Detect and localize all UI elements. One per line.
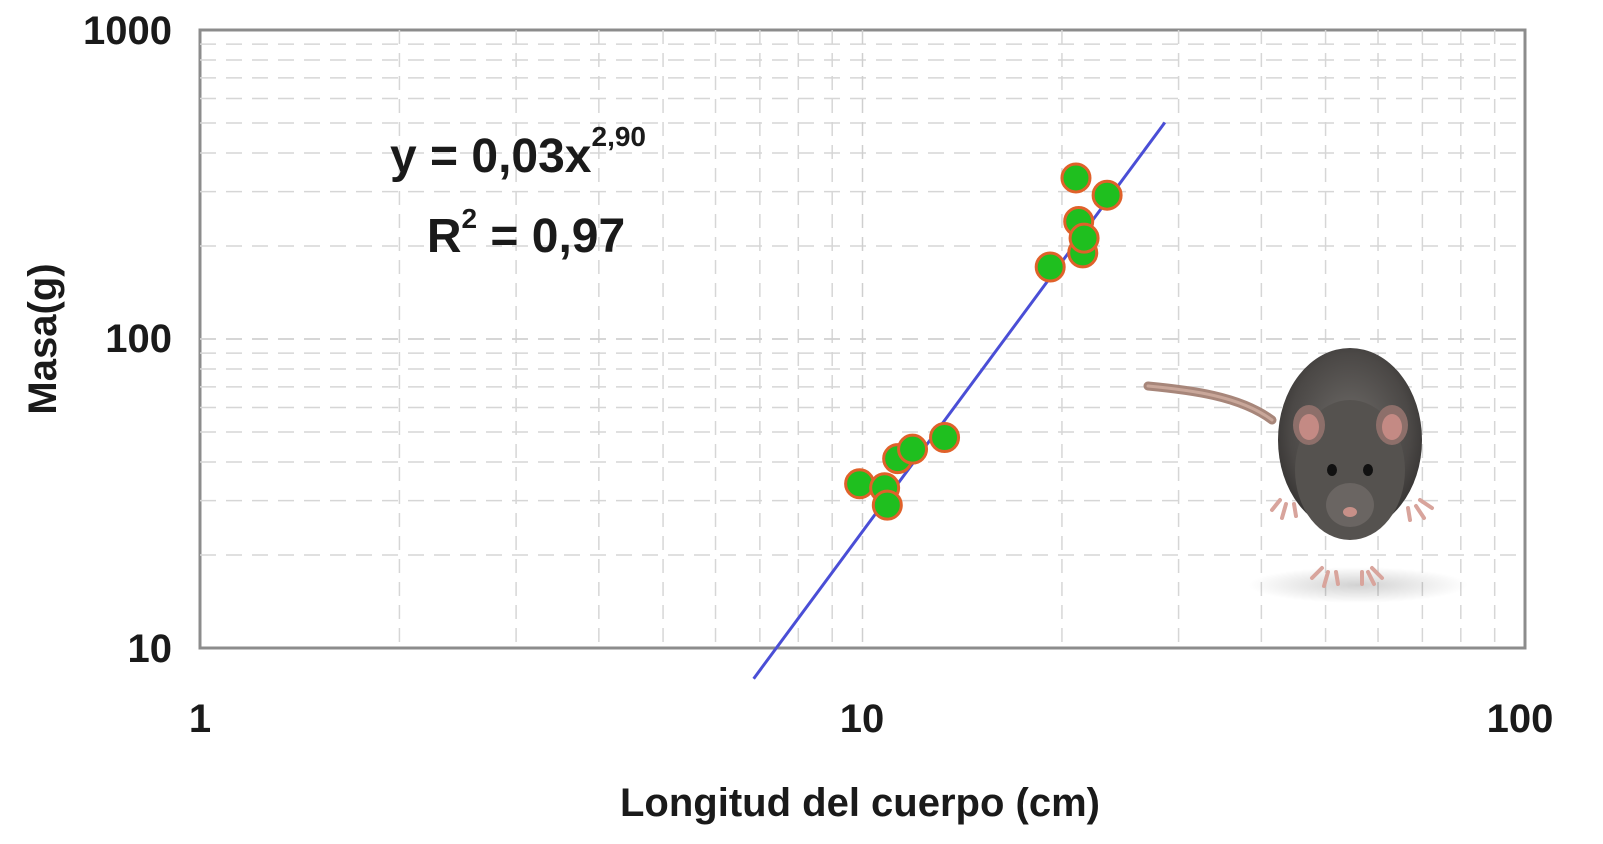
fit-line xyxy=(752,121,1167,680)
data-point xyxy=(929,421,961,453)
r-squared-annotation: R2 = 0,97 xyxy=(427,203,625,263)
grid xyxy=(200,30,1525,648)
x-axis-title: Longitud del cuerpo (cm) xyxy=(620,781,1100,825)
data-point xyxy=(871,489,903,521)
x-tick-label-10: 10 xyxy=(840,697,885,741)
equation-base: y = 0,03x xyxy=(390,130,592,183)
data-point xyxy=(1091,179,1123,211)
x-tick-label-100: 100 xyxy=(1487,697,1554,741)
data-point xyxy=(1034,251,1066,283)
data-points xyxy=(844,162,1123,521)
y-tick-label-1000: 1000 xyxy=(83,9,172,53)
x-tick-label-1: 1 xyxy=(189,697,211,741)
equation-exponent: 2,90 xyxy=(592,121,647,152)
y-axis-title: Masa(g) xyxy=(21,263,65,414)
y-tick-label-100: 100 xyxy=(105,317,172,361)
rat-image xyxy=(1143,348,1468,603)
trendline xyxy=(752,121,1167,680)
r-squared-value: = 0,97 xyxy=(477,210,625,263)
data-point xyxy=(1068,222,1100,254)
r-squared-base: R xyxy=(427,210,462,263)
data-point xyxy=(897,433,929,465)
data-point xyxy=(844,468,876,500)
equation-annotation: y = 0,03x2,90 xyxy=(390,121,646,183)
y-tick-label-10: 10 xyxy=(128,627,173,671)
data-point xyxy=(1060,162,1092,194)
r-squared-exponent: 2 xyxy=(461,203,477,234)
